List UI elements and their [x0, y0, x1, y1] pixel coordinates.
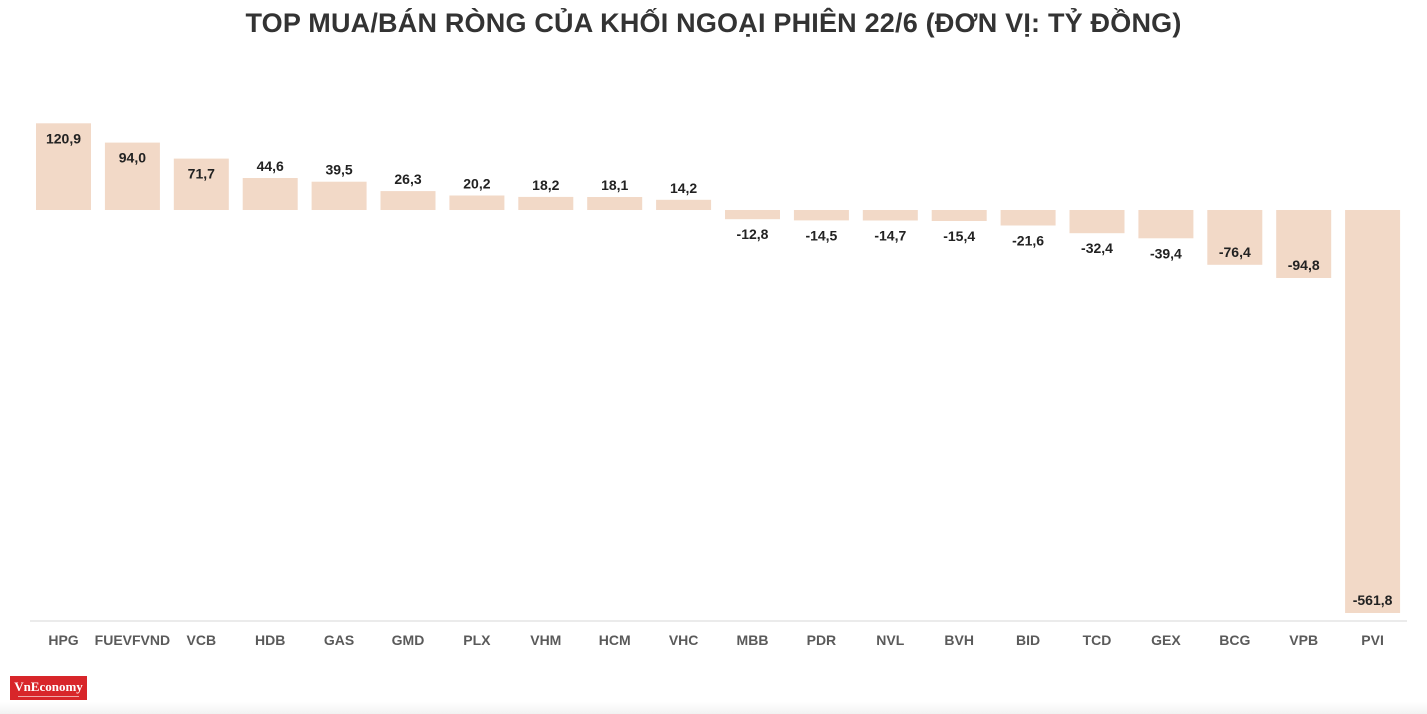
category-label-plx: PLX: [463, 632, 491, 648]
logo-underline: [18, 696, 79, 697]
category-label-tcd: TCD: [1083, 632, 1112, 648]
bar-bvh: [931, 210, 987, 221]
bar-mbb: [725, 210, 780, 220]
category-label-pdr: PDR: [807, 632, 837, 648]
bar-fuevfvnd: [104, 142, 160, 210]
bar-hdb: [242, 178, 298, 210]
bar-nvl: [862, 210, 918, 221]
logo-text: VnEconomy: [14, 679, 83, 694]
category-label-pvi: PVI: [1361, 632, 1384, 648]
value-label-tcd: -32,4: [1081, 240, 1113, 256]
category-label-nvl: NVL: [876, 632, 904, 648]
category-label-bvh: BVH: [944, 632, 974, 648]
bar-tcd: [1069, 210, 1125, 234]
category-label-vhm: VHM: [530, 632, 561, 648]
value-label-vhc: 14,2: [670, 180, 697, 196]
value-label-vcb: 71,7: [188, 166, 215, 182]
value-label-pvi: -561,8: [1353, 592, 1393, 608]
bar-plx: [449, 195, 505, 210]
bar-vcb: [173, 158, 229, 210]
value-label-hpg: 120,9: [46, 130, 81, 146]
bar-gas: [311, 181, 367, 210]
chart-title: TOP MUA/BÁN RÒNG CỦA KHỐI NGOẠI PHIÊN 22…: [245, 8, 1182, 38]
value-label-gex: -39,4: [1150, 245, 1182, 261]
value-label-hcm: 18,1: [601, 177, 628, 193]
value-label-fuevfvnd: 94,0: [119, 150, 146, 166]
value-label-bid: -21,6: [1012, 233, 1044, 249]
bar-vhc: [656, 199, 712, 210]
value-label-vhm: 18,2: [532, 177, 559, 193]
bar-pvi: [1345, 210, 1401, 613]
bar-bcg: [1207, 210, 1263, 265]
footer-strip: [0, 702, 1427, 714]
category-label-fuevfvnd: FUEVFVND: [95, 632, 170, 648]
category-label-gas: GAS: [324, 632, 354, 648]
value-label-nvl: -14,7: [874, 228, 906, 244]
bar-gex: [1138, 210, 1194, 239]
category-label-bid: BID: [1016, 632, 1040, 648]
value-label-bvh: -15,4: [943, 228, 975, 244]
category-label-vpb: VPB: [1289, 632, 1318, 648]
value-label-mbb: -12,8: [737, 226, 769, 242]
category-label-vcb: VCB: [187, 632, 217, 648]
bar-gmd: [380, 191, 436, 210]
category-label-bcg: BCG: [1219, 632, 1250, 648]
category-label-hpg: HPG: [48, 632, 78, 648]
bar-hcm: [587, 197, 643, 210]
category-label-mbb: MBB: [737, 632, 769, 648]
category-label-hcm: HCM: [599, 632, 631, 648]
value-label-gas: 39,5: [325, 162, 352, 178]
value-label-pdr: -14,5: [805, 227, 837, 243]
category-label-gex: GEX: [1151, 632, 1181, 648]
category-label-vhc: VHC: [669, 632, 699, 648]
value-label-hdb: 44,6: [257, 158, 284, 174]
bar-hpg: [36, 123, 91, 210]
bar-vhm: [518, 196, 574, 210]
value-label-vpb: -94,8: [1288, 257, 1320, 273]
vneconomy-logo: VnEconomy: [10, 676, 87, 700]
value-label-plx: 20,2: [463, 176, 490, 192]
value-label-bcg: -76,4: [1219, 244, 1251, 260]
category-label-gmd: GMD: [392, 632, 425, 648]
value-label-gmd: 26,3: [394, 171, 421, 187]
category-label-hdb: HDB: [255, 632, 285, 648]
bar-bid: [1000, 210, 1056, 226]
bar-pdr: [793, 210, 849, 221]
bar-vpb: [1276, 210, 1332, 278]
